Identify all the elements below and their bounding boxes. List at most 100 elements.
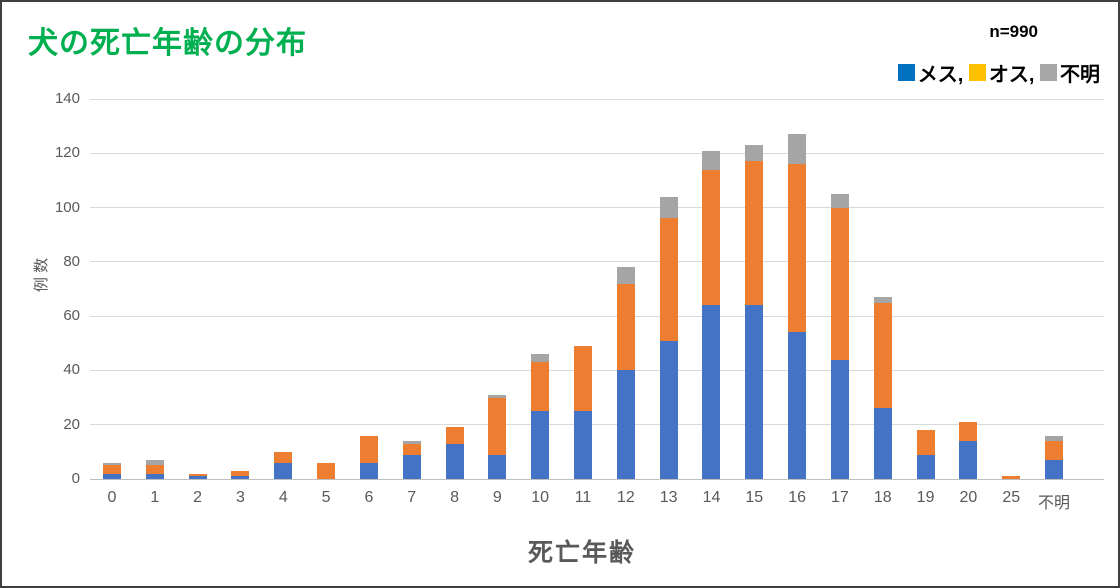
bar-segment-1-不明: [145, 460, 164, 466]
bar-segment-10-メス: [531, 411, 550, 479]
bar-16: [788, 134, 807, 479]
bar-segment-7-オス: [402, 443, 421, 455]
legend-swatch-0: [897, 64, 915, 81]
bar-segment-6-オス: [359, 435, 378, 463]
legend: メス, オス, 不明: [897, 58, 1100, 87]
bar-3: [231, 470, 250, 479]
x-tick-label-0: 0: [107, 489, 117, 506]
bar-segment-16-メス: [788, 332, 807, 479]
bar-segment-不明-不明: [1045, 435, 1064, 441]
bar-segment-13-メス: [659, 340, 678, 479]
bar-segment-8-オス: [445, 427, 464, 444]
legend-label-1: オス,: [988, 64, 1040, 86]
bar-segment-15-オス: [745, 161, 764, 306]
bar-12: [616, 267, 635, 479]
legend-swatch-1: [968, 64, 986, 81]
gridline-80: [90, 261, 1104, 263]
bar-segment-9-メス: [488, 454, 507, 479]
bar-14: [702, 150, 721, 479]
y-tick-label-0: 0: [71, 470, 80, 487]
bar-5: [317, 462, 336, 479]
bar-segment-7-メス: [402, 454, 421, 479]
x-tick-label-25: 25: [1002, 489, 1021, 506]
bar-segment-25-オス: [1002, 476, 1021, 479]
bar-segment-1-メス: [145, 473, 164, 479]
bar-6: [359, 435, 378, 479]
bar-9: [488, 394, 507, 479]
x-tick-label-3: 3: [236, 489, 245, 506]
x-tick-label-17: 17: [831, 489, 849, 506]
bar-segment-11-オス: [574, 346, 593, 412]
bar-8: [445, 427, 464, 479]
bar-segment-2-オス: [188, 473, 207, 477]
x-axis-title: 死亡年齢: [527, 539, 636, 567]
bar-segment-9-不明: [488, 394, 507, 398]
bar-segment-5-オス: [317, 462, 336, 479]
y-tick-label-100: 100: [54, 198, 80, 216]
bar-segment-14-不明: [702, 150, 721, 170]
x-tick-label-14: 14: [702, 489, 721, 506]
bar-segment-16-オス: [788, 164, 807, 333]
gridline-100: [90, 207, 1104, 209]
bar-segment-3-メス: [231, 476, 250, 479]
bar-segment-13-オス: [659, 218, 678, 341]
bar-segment-14-オス: [702, 169, 721, 306]
bar-segment-7-不明: [402, 441, 421, 444]
bar-segment-不明-オス: [1045, 441, 1064, 460]
x-tick-label-5: 5: [321, 489, 331, 506]
chart-title: 犬の死亡年齢の分布: [28, 27, 307, 60]
bar-segment-14-メス: [702, 305, 721, 479]
sample-size-label: n=990: [989, 22, 1038, 41]
bar-segment-15-不明: [745, 145, 764, 162]
bar-segment-8-メス: [445, 443, 464, 479]
bar-segment-11-メス: [574, 411, 593, 479]
gridline-120: [90, 152, 1104, 154]
legend-label-0: メス,: [917, 64, 969, 86]
x-tick-label-4: 4: [278, 489, 288, 506]
gridline-40: [90, 369, 1104, 371]
x-tick-label-6: 6: [364, 489, 374, 506]
bar-segment-12-不明: [616, 267, 635, 284]
bar-segment-2-メス: [188, 476, 207, 479]
bar-segment-4-オス: [274, 451, 293, 463]
bar-segment-13-不明: [659, 196, 678, 219]
bar-segment-0-メス: [103, 473, 121, 479]
bar-15: [745, 145, 764, 479]
bar-不明: [1045, 435, 1064, 479]
bar-0: [103, 462, 121, 479]
gridline-20: [90, 424, 1104, 426]
bar-segment-17-メス: [830, 359, 849, 479]
bar-segment-10-不明: [531, 354, 550, 363]
x-tick-label-2: 2: [193, 489, 203, 506]
bar-segment-19-オス: [916, 430, 935, 455]
bar-11: [574, 346, 593, 479]
bar-segment-1-オス: [145, 465, 164, 474]
bar-segment-18-メス: [873, 408, 892, 479]
x-tick-label-20: 20: [959, 489, 978, 506]
x-tick-label-不明: 不明: [1038, 495, 1071, 512]
bar-segment-9-オス: [488, 397, 507, 455]
x-tick-label-15: 15: [745, 489, 764, 506]
y-tick-label-140: 140: [54, 90, 80, 107]
bar-segment-12-オス: [616, 283, 635, 371]
x-tick-label-11: 11: [574, 489, 592, 506]
legend-label-2: 不明: [1060, 64, 1100, 86]
bar-2: [188, 473, 207, 479]
bar-segment-0-不明: [103, 462, 121, 466]
bar-10: [531, 354, 550, 479]
y-tick-label-60: 60: [63, 307, 80, 325]
y-tick-label-120: 120: [54, 144, 80, 162]
bar-segment-18-オス: [873, 302, 892, 409]
x-axis-baseline: [90, 478, 1104, 480]
bar-segment-17-オス: [830, 207, 849, 360]
x-tick-label-13: 13: [659, 489, 678, 506]
bar-segment-20-オス: [959, 422, 978, 441]
bar-18: [873, 297, 892, 479]
bar-segment-20-メス: [959, 441, 978, 479]
bar-segment-3-オス: [231, 470, 250, 477]
bar-19: [916, 430, 935, 479]
bar-segment-0-オス: [103, 465, 121, 474]
bar-segment-6-メス: [359, 462, 378, 479]
plot-area: [90, 98, 1104, 480]
